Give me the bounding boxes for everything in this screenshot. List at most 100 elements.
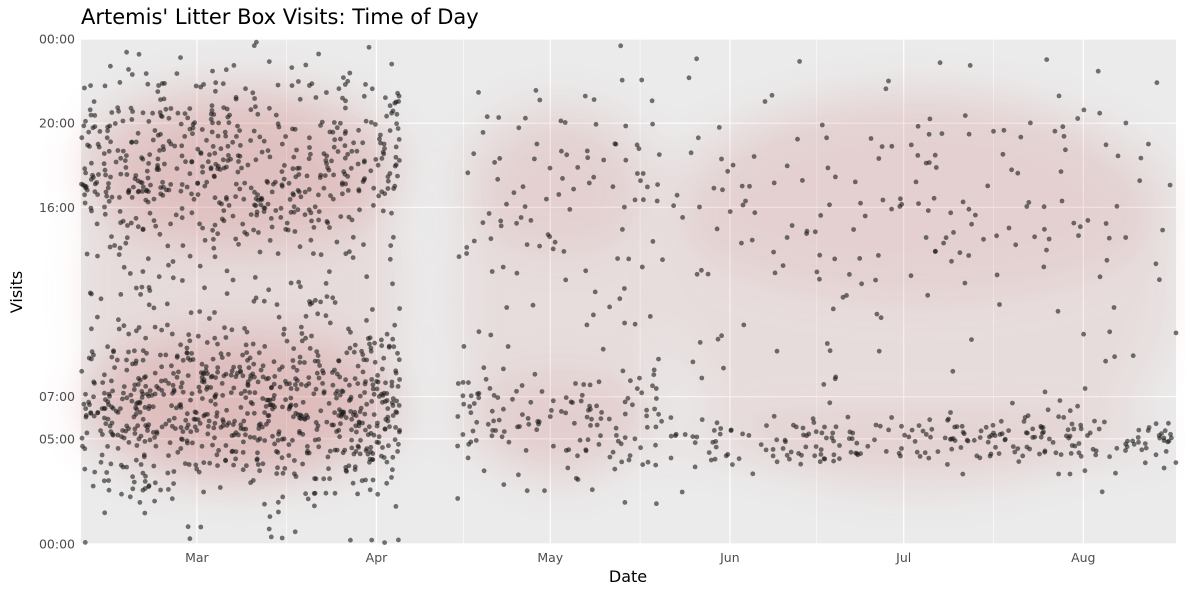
visit-point — [650, 239, 656, 244]
visit-point — [202, 237, 208, 243]
visit-point — [84, 251, 90, 257]
visit-point — [293, 410, 299, 416]
visit-point — [124, 49, 129, 55]
visit-point — [460, 380, 466, 385]
visit-point — [230, 277, 236, 283]
visit-point — [772, 270, 778, 276]
visit-point — [1002, 436, 1008, 442]
visit-point — [369, 86, 375, 92]
visit-point — [371, 203, 376, 208]
visit-point — [211, 173, 217, 179]
visit-point — [323, 158, 329, 163]
visit-point — [179, 215, 185, 221]
visit-point — [213, 80, 219, 86]
visit-point — [361, 93, 367, 99]
visit-point — [216, 120, 222, 126]
visit-point — [297, 96, 303, 102]
visit-point — [727, 209, 733, 215]
visit-point — [522, 204, 528, 210]
visit-point — [168, 182, 174, 187]
visit-point — [728, 427, 734, 433]
visit-point — [88, 411, 94, 416]
visit-point — [108, 461, 114, 467]
visit-point — [156, 83, 162, 88]
visit-point — [99, 406, 105, 411]
visit-point — [282, 466, 288, 471]
visit-point — [858, 451, 863, 456]
visit-point — [396, 357, 402, 363]
visit-point — [125, 223, 130, 228]
visit-point — [212, 393, 218, 399]
visit-point — [393, 144, 399, 150]
visit-point — [313, 297, 318, 303]
visit-point — [997, 432, 1003, 437]
visit-point — [1123, 235, 1129, 240]
visit-point — [318, 299, 323, 305]
visit-point — [271, 381, 277, 387]
visit-point — [327, 269, 332, 274]
visit-point — [780, 446, 786, 451]
visit-point — [349, 416, 355, 422]
visit-point — [174, 71, 180, 76]
visit-point — [496, 417, 502, 423]
visit-point — [187, 126, 193, 132]
visit-point — [83, 118, 88, 124]
visit-point — [240, 373, 246, 379]
visit-point — [1056, 414, 1061, 420]
visit-point — [146, 403, 152, 409]
visit-point — [1057, 398, 1063, 403]
visit-point — [818, 213, 824, 218]
visit-point — [383, 95, 388, 101]
visit-point — [550, 398, 556, 404]
visit-point — [622, 320, 627, 326]
visit-point — [680, 215, 685, 220]
visit-point — [920, 428, 926, 434]
visit-point — [1123, 448, 1128, 453]
visit-point — [223, 335, 229, 340]
visit-point — [172, 143, 178, 149]
visit-point — [208, 116, 214, 122]
visit-point — [817, 252, 823, 258]
visit-point — [343, 251, 349, 257]
visit-point — [278, 205, 284, 211]
visit-point — [242, 180, 248, 186]
visit-point — [654, 198, 660, 204]
visit-point — [114, 357, 120, 363]
visit-point — [341, 75, 346, 80]
visit-point — [827, 400, 833, 406]
visit-point — [338, 214, 344, 220]
visit-point — [705, 271, 711, 277]
visit-point — [931, 195, 937, 201]
visit-point — [342, 143, 348, 149]
visit-point — [381, 141, 387, 147]
visit-point — [174, 354, 180, 360]
visit-point — [316, 209, 322, 215]
visit-point — [525, 416, 531, 421]
visit-point — [706, 450, 712, 455]
visit-point — [362, 158, 367, 164]
visit-point — [145, 256, 151, 262]
visit-point — [316, 375, 322, 381]
visit-point — [155, 156, 161, 162]
visit-point — [656, 411, 661, 417]
visit-point — [171, 481, 177, 486]
visit-point — [252, 275, 258, 280]
visit-point — [255, 379, 261, 385]
visit-point — [876, 253, 881, 258]
visit-point — [844, 293, 849, 298]
visit-point — [97, 129, 103, 134]
visit-point — [95, 314, 100, 320]
visit-point — [725, 168, 731, 174]
visit-point — [129, 72, 135, 77]
visit-point — [335, 149, 341, 154]
visit-point — [202, 412, 208, 418]
visit-point — [372, 340, 377, 346]
visit-point — [394, 410, 400, 415]
visit-point — [159, 364, 165, 370]
visit-point — [699, 417, 705, 423]
visit-point — [281, 331, 286, 337]
visit-point — [140, 348, 146, 354]
visit-point — [362, 411, 368, 417]
visit-point — [83, 170, 88, 176]
visit-point — [105, 416, 111, 422]
